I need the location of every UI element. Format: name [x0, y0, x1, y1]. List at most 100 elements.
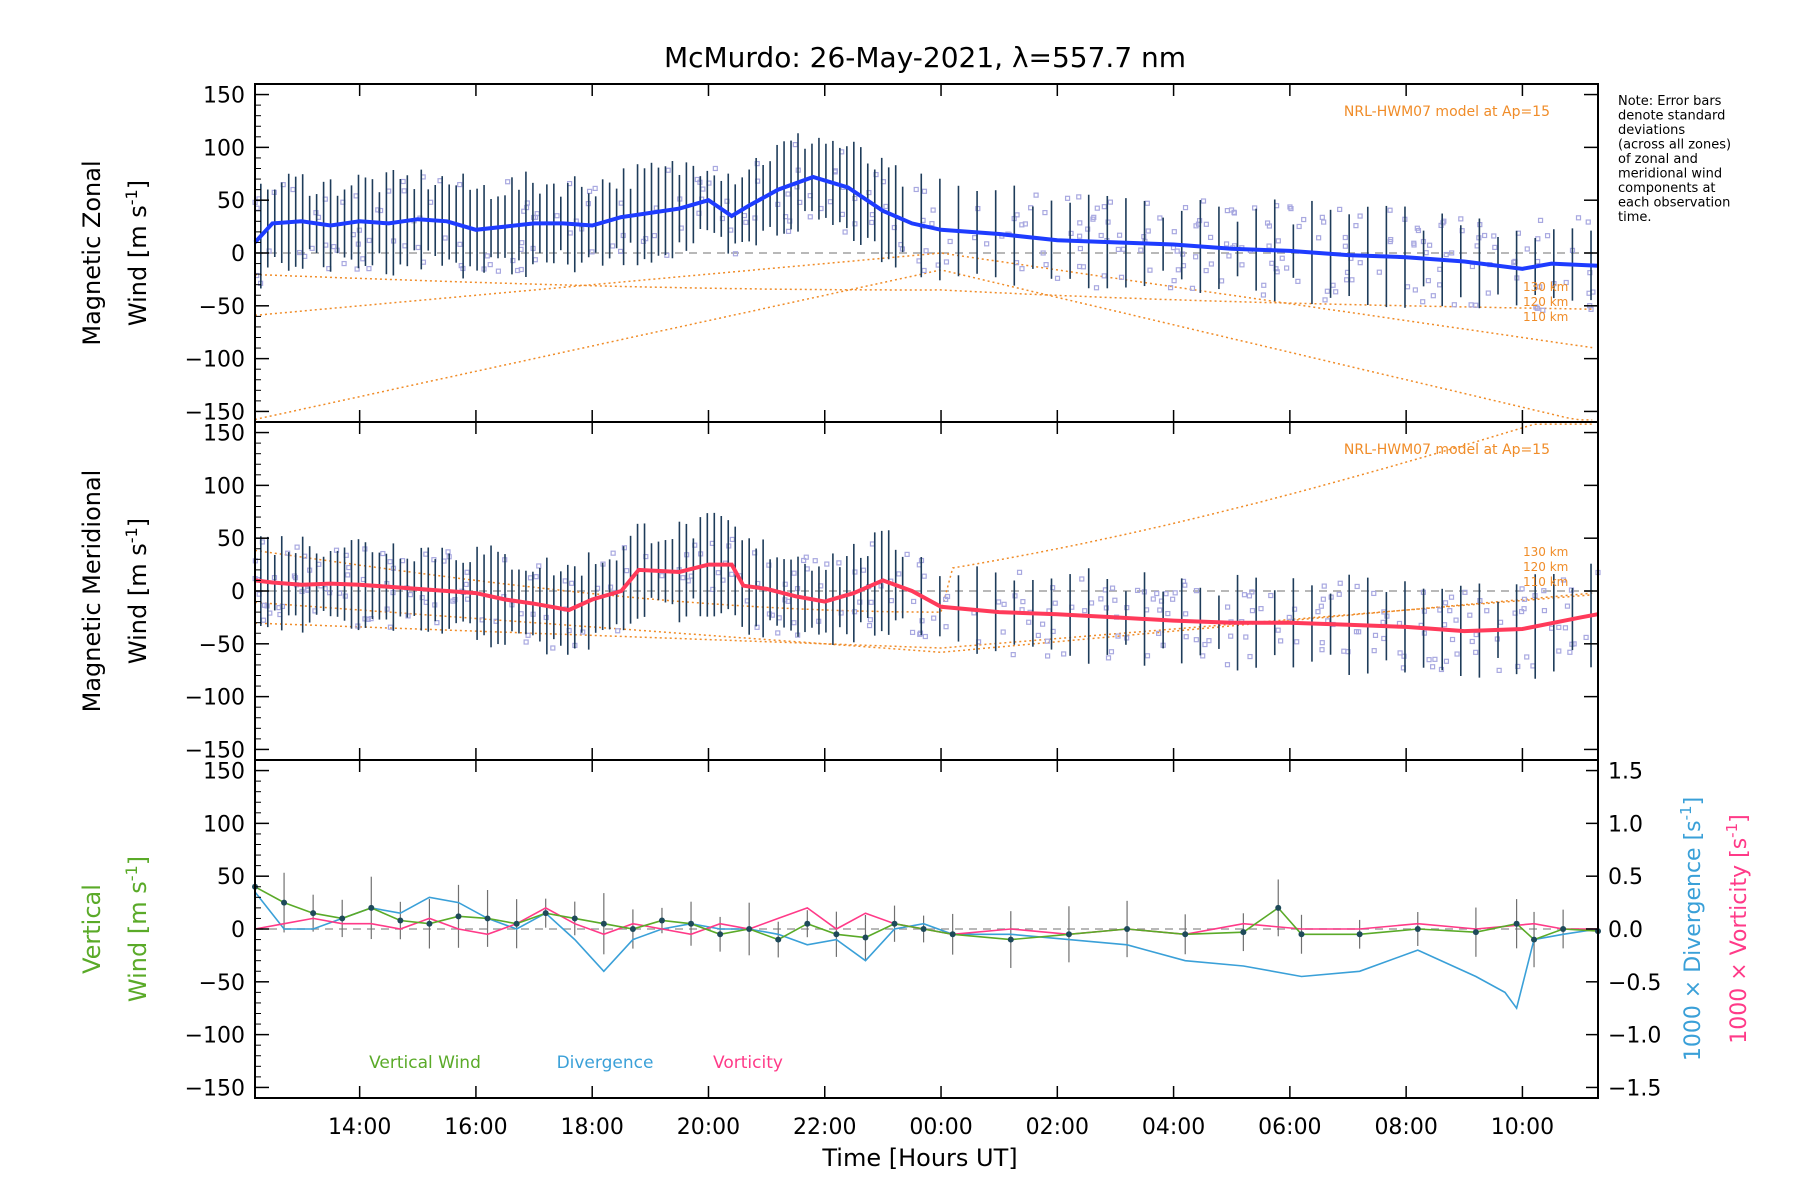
scatter-point [857, 599, 863, 605]
vertical-wind-point [455, 913, 462, 920]
scatter-point [842, 229, 848, 235]
scatter-point [341, 260, 347, 267]
chart-panels: 150 100 50 0 −50 −100 −150 Magnetic Zonal Wind [… [78, 83, 1752, 1140]
scatter-point [276, 605, 282, 611]
scatter-point [947, 238, 953, 245]
scatter-point [922, 633, 928, 640]
vertical-wind-point [717, 931, 724, 938]
scatter-point [869, 219, 875, 226]
scatter-point [445, 549, 451, 555]
series-line-zonal [253, 174, 1599, 271]
scatter-point [1200, 653, 1206, 659]
scatter-point [803, 554, 809, 560]
scatter-point [1519, 586, 1525, 592]
scatter-point [333, 547, 340, 553]
scatter-point [1228, 633, 1234, 639]
vorticity-line [254, 906, 1598, 936]
scatter-point [1144, 200, 1150, 206]
scatter-point [921, 573, 927, 579]
scatter-point [1437, 607, 1443, 613]
scatter-point [943, 259, 950, 265]
y-axis-unit-sup: -1 [122, 189, 141, 205]
scatter-point [1462, 589, 1468, 595]
x-tick-label: 18:00 [561, 1115, 624, 1140]
scatter-point [1182, 582, 1188, 588]
scatter-point [1144, 653, 1151, 659]
scatter-point [1134, 587, 1141, 594]
scatter-point [1174, 248, 1180, 254]
scatter-point [1275, 238, 1281, 244]
scatter-point [1321, 583, 1327, 589]
scatter-point [1203, 221, 1209, 227]
scatter-point [807, 214, 813, 220]
scatter-point [732, 251, 739, 257]
scatter-point [331, 244, 337, 250]
scatter-point [1583, 634, 1589, 641]
scatter-point [1044, 638, 1050, 644]
scatter-point [1026, 619, 1032, 625]
scatter-point [1033, 192, 1039, 198]
scatter-point [1115, 246, 1121, 253]
scatter-point [1575, 215, 1582, 221]
scatter-point [1193, 254, 1199, 260]
scatter-point [1336, 591, 1342, 597]
scatter-point [1448, 594, 1455, 600]
scatter-point [1564, 603, 1571, 609]
scatter-point [1342, 234, 1348, 241]
scatter-point [399, 558, 406, 564]
x-tick-label: 02:00 [1026, 1115, 1089, 1140]
y-tick-label: 0 [231, 918, 245, 943]
scatter-point [1182, 204, 1189, 211]
scatter-point [1269, 260, 1275, 266]
scatter-point [1344, 277, 1350, 283]
scatter-point [618, 200, 624, 206]
scatter-point [664, 252, 670, 258]
scatter-point [1497, 619, 1504, 625]
x-tick-label: 20:00 [677, 1115, 740, 1140]
scatter-point [1202, 641, 1208, 648]
scatter-point [1050, 585, 1056, 591]
scatter-point [1537, 284, 1543, 290]
scatter-point [860, 567, 867, 573]
scatter-point [1426, 657, 1432, 663]
scatter-point [921, 267, 927, 274]
scatter-point [1427, 242, 1433, 248]
scatter-point [1473, 631, 1479, 638]
scatter-point [1537, 217, 1544, 223]
scatter-point [1094, 205, 1100, 211]
vertical-wind-point [368, 904, 375, 911]
scatter-point [527, 575, 534, 581]
divergence-axis-label: 1000 × Divergence [s-1] [1677, 797, 1706, 1061]
altitude-label: 110 km [1523, 310, 1568, 324]
scatter-point [366, 237, 372, 244]
model-label: NRL-HWM07 model at Ap=15 [1344, 104, 1550, 120]
scatter-point [1587, 270, 1593, 276]
scatter-point [1193, 588, 1200, 594]
scatter-point [1286, 614, 1292, 621]
scatter-point [712, 165, 718, 172]
scatter-point [866, 189, 872, 196]
scatter-point [1226, 253, 1232, 259]
divergence-line [254, 891, 1599, 1011]
scatter-point [769, 612, 775, 618]
note-line: each observation [1618, 196, 1730, 211]
scatter-point [743, 219, 749, 225]
scatter-point [1278, 638, 1284, 644]
scatter-point [624, 568, 630, 574]
y-tick-label: −100 [185, 1024, 245, 1049]
vertical-wind-point [513, 920, 520, 927]
legend-item-0: Vertical Wind [369, 1053, 481, 1073]
scatter-point [729, 571, 735, 577]
scatter-point [1568, 587, 1575, 593]
scatter-point [1316, 235, 1322, 241]
scatter-point [260, 617, 267, 623]
scatter-point [452, 596, 458, 603]
scatter-point [1320, 596, 1326, 602]
scatter-point [1544, 233, 1551, 239]
scatter-point [1441, 622, 1448, 628]
scatter-point [514, 267, 521, 274]
vertical-wind-line [254, 886, 1599, 941]
